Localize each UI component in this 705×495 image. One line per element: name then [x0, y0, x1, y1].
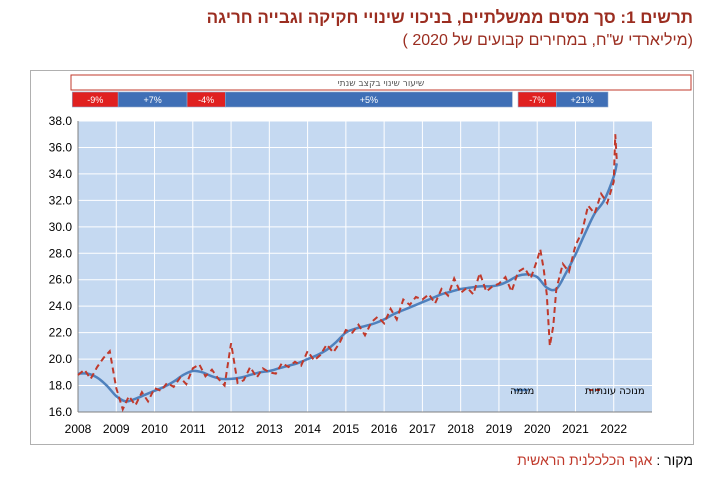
- x-tick-label: 2011: [180, 422, 206, 436]
- growth-segment-label: -9%: [87, 95, 103, 105]
- growth-segment-label: +7%: [143, 95, 161, 105]
- seasonally-adjusted-series-line: [77, 134, 618, 413]
- y-tick-label: 24.0: [49, 299, 73, 313]
- legend-label-trend: מגמה: [510, 386, 534, 397]
- source-note: מקור : אגף הכלכלנית הראשית: [517, 452, 693, 468]
- x-tick-label: 2009: [103, 422, 130, 436]
- chart-subtitle: (מיליארדי ש"ח, במחירים קבועים של 2020 ): [402, 32, 693, 49]
- y-tick-label: 26.0: [49, 273, 73, 287]
- plot-area: [78, 121, 652, 412]
- growth-band-header-box: [70, 74, 692, 91]
- legend-label-seasonal: מנוכה עונתיות: [585, 386, 645, 397]
- x-tick-label: 2012: [218, 422, 245, 436]
- growth-segment: [225, 91, 513, 108]
- growth-segment: [556, 91, 609, 108]
- x-tick-label: 2021: [562, 422, 589, 436]
- source-label: מקור :: [656, 452, 693, 468]
- y-tick-label: 22.0: [49, 326, 73, 340]
- source-value: אגף הכלכלנית הראשית: [517, 452, 653, 468]
- x-tick-label: 2019: [486, 422, 513, 436]
- growth-segment-label: -4%: [198, 95, 214, 105]
- x-tick-label: 2015: [333, 422, 360, 436]
- y-tick-label: 20.0: [49, 352, 73, 366]
- growth-band-header: שיעור שינוי בקצב שנתי: [338, 79, 425, 89]
- chart-frame: 16.0 18.0 20.0 22.0 24.0 26.0 28.0 30.0 32.0 34.0…: [30, 70, 694, 445]
- x-tick-label: 2010: [141, 422, 168, 436]
- growth-segment-label: +21%: [571, 95, 594, 105]
- x-tick-label: 2020: [524, 422, 551, 436]
- growth-segment-label: -7%: [529, 95, 545, 105]
- y-tick-label: 18.0: [49, 379, 73, 393]
- y-tick-label: 28.0: [49, 246, 73, 260]
- x-tick-label: 2016: [371, 422, 398, 436]
- chart-svg: 16.0 18.0 20.0 22.0 24.0 26.0 28.0 30.0 32.0 34.0…: [49, 74, 692, 436]
- growth-segment-label: +5%: [360, 95, 378, 105]
- x-tick-label: 2018: [447, 422, 474, 436]
- y-tick-label: 16.0: [49, 405, 73, 419]
- chart-title: תרשים 1: סך מסים ממשלתיים, בניכוי שינויי…: [206, 8, 693, 27]
- y-tick-label: 36.0: [49, 140, 73, 154]
- x-tick-label: 2014: [294, 422, 321, 436]
- y-tick-label: 34.0: [49, 167, 73, 181]
- y-tick-label: 38.0: [49, 114, 73, 128]
- x-tick-label: 2022: [600, 422, 627, 436]
- y-tick-label: 30.0: [49, 220, 73, 234]
- y-tick-label: 32.0: [49, 193, 73, 207]
- x-tick-label: 2017: [409, 422, 436, 436]
- x-tick-label: 2008: [65, 422, 92, 436]
- x-tick-label: 2013: [256, 422, 283, 436]
